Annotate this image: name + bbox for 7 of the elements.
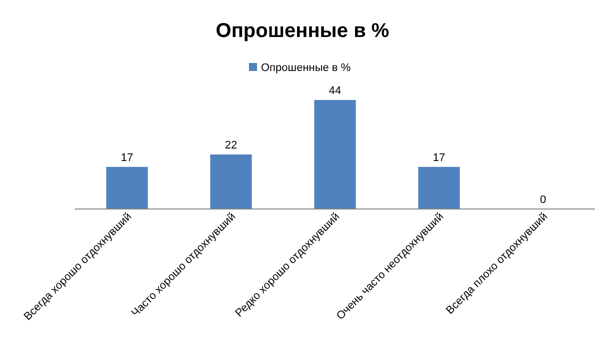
data-label: 44 (328, 85, 342, 97)
data-label: 17 (120, 152, 134, 164)
data-label: 17 (432, 152, 446, 164)
data-label: 22 (224, 140, 238, 152)
legend-label: Опрошенные в % (261, 62, 351, 74)
chart-title: Опрошенные в % (216, 20, 390, 42)
data-label: 0 (540, 194, 546, 206)
